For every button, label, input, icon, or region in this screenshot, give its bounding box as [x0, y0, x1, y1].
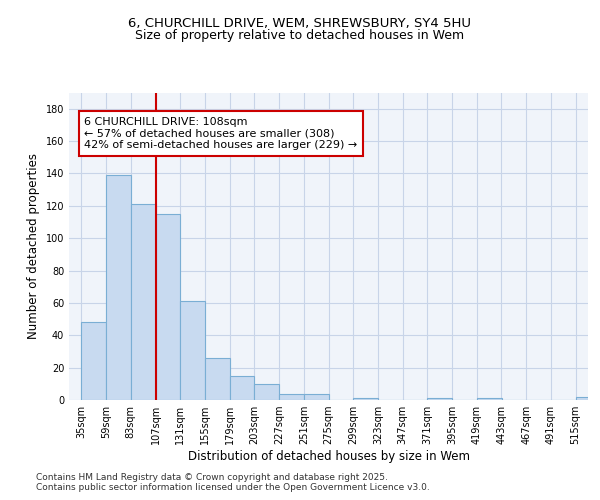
Bar [353, 398, 378, 400]
Bar [106, 175, 131, 400]
Text: Size of property relative to detached houses in Wem: Size of property relative to detached ho… [136, 28, 464, 42]
Bar [254, 384, 279, 400]
Bar [155, 214, 180, 400]
Bar [205, 358, 230, 400]
Bar [230, 376, 254, 400]
Bar [180, 302, 205, 400]
Bar [304, 394, 329, 400]
Bar [82, 322, 106, 400]
Text: 6, CHURCHILL DRIVE, WEM, SHREWSBURY, SY4 5HU: 6, CHURCHILL DRIVE, WEM, SHREWSBURY, SY4… [128, 18, 472, 30]
Bar [279, 394, 304, 400]
Y-axis label: Number of detached properties: Number of detached properties [27, 153, 40, 339]
X-axis label: Distribution of detached houses by size in Wem: Distribution of detached houses by size … [187, 450, 470, 463]
Bar [427, 398, 452, 400]
Text: Contains HM Land Registry data © Crown copyright and database right 2025.
Contai: Contains HM Land Registry data © Crown c… [36, 473, 430, 492]
Bar [131, 204, 155, 400]
Bar [477, 398, 502, 400]
Bar [575, 397, 600, 400]
Text: 6 CHURCHILL DRIVE: 108sqm
← 57% of detached houses are smaller (308)
42% of semi: 6 CHURCHILL DRIVE: 108sqm ← 57% of detac… [85, 117, 358, 150]
